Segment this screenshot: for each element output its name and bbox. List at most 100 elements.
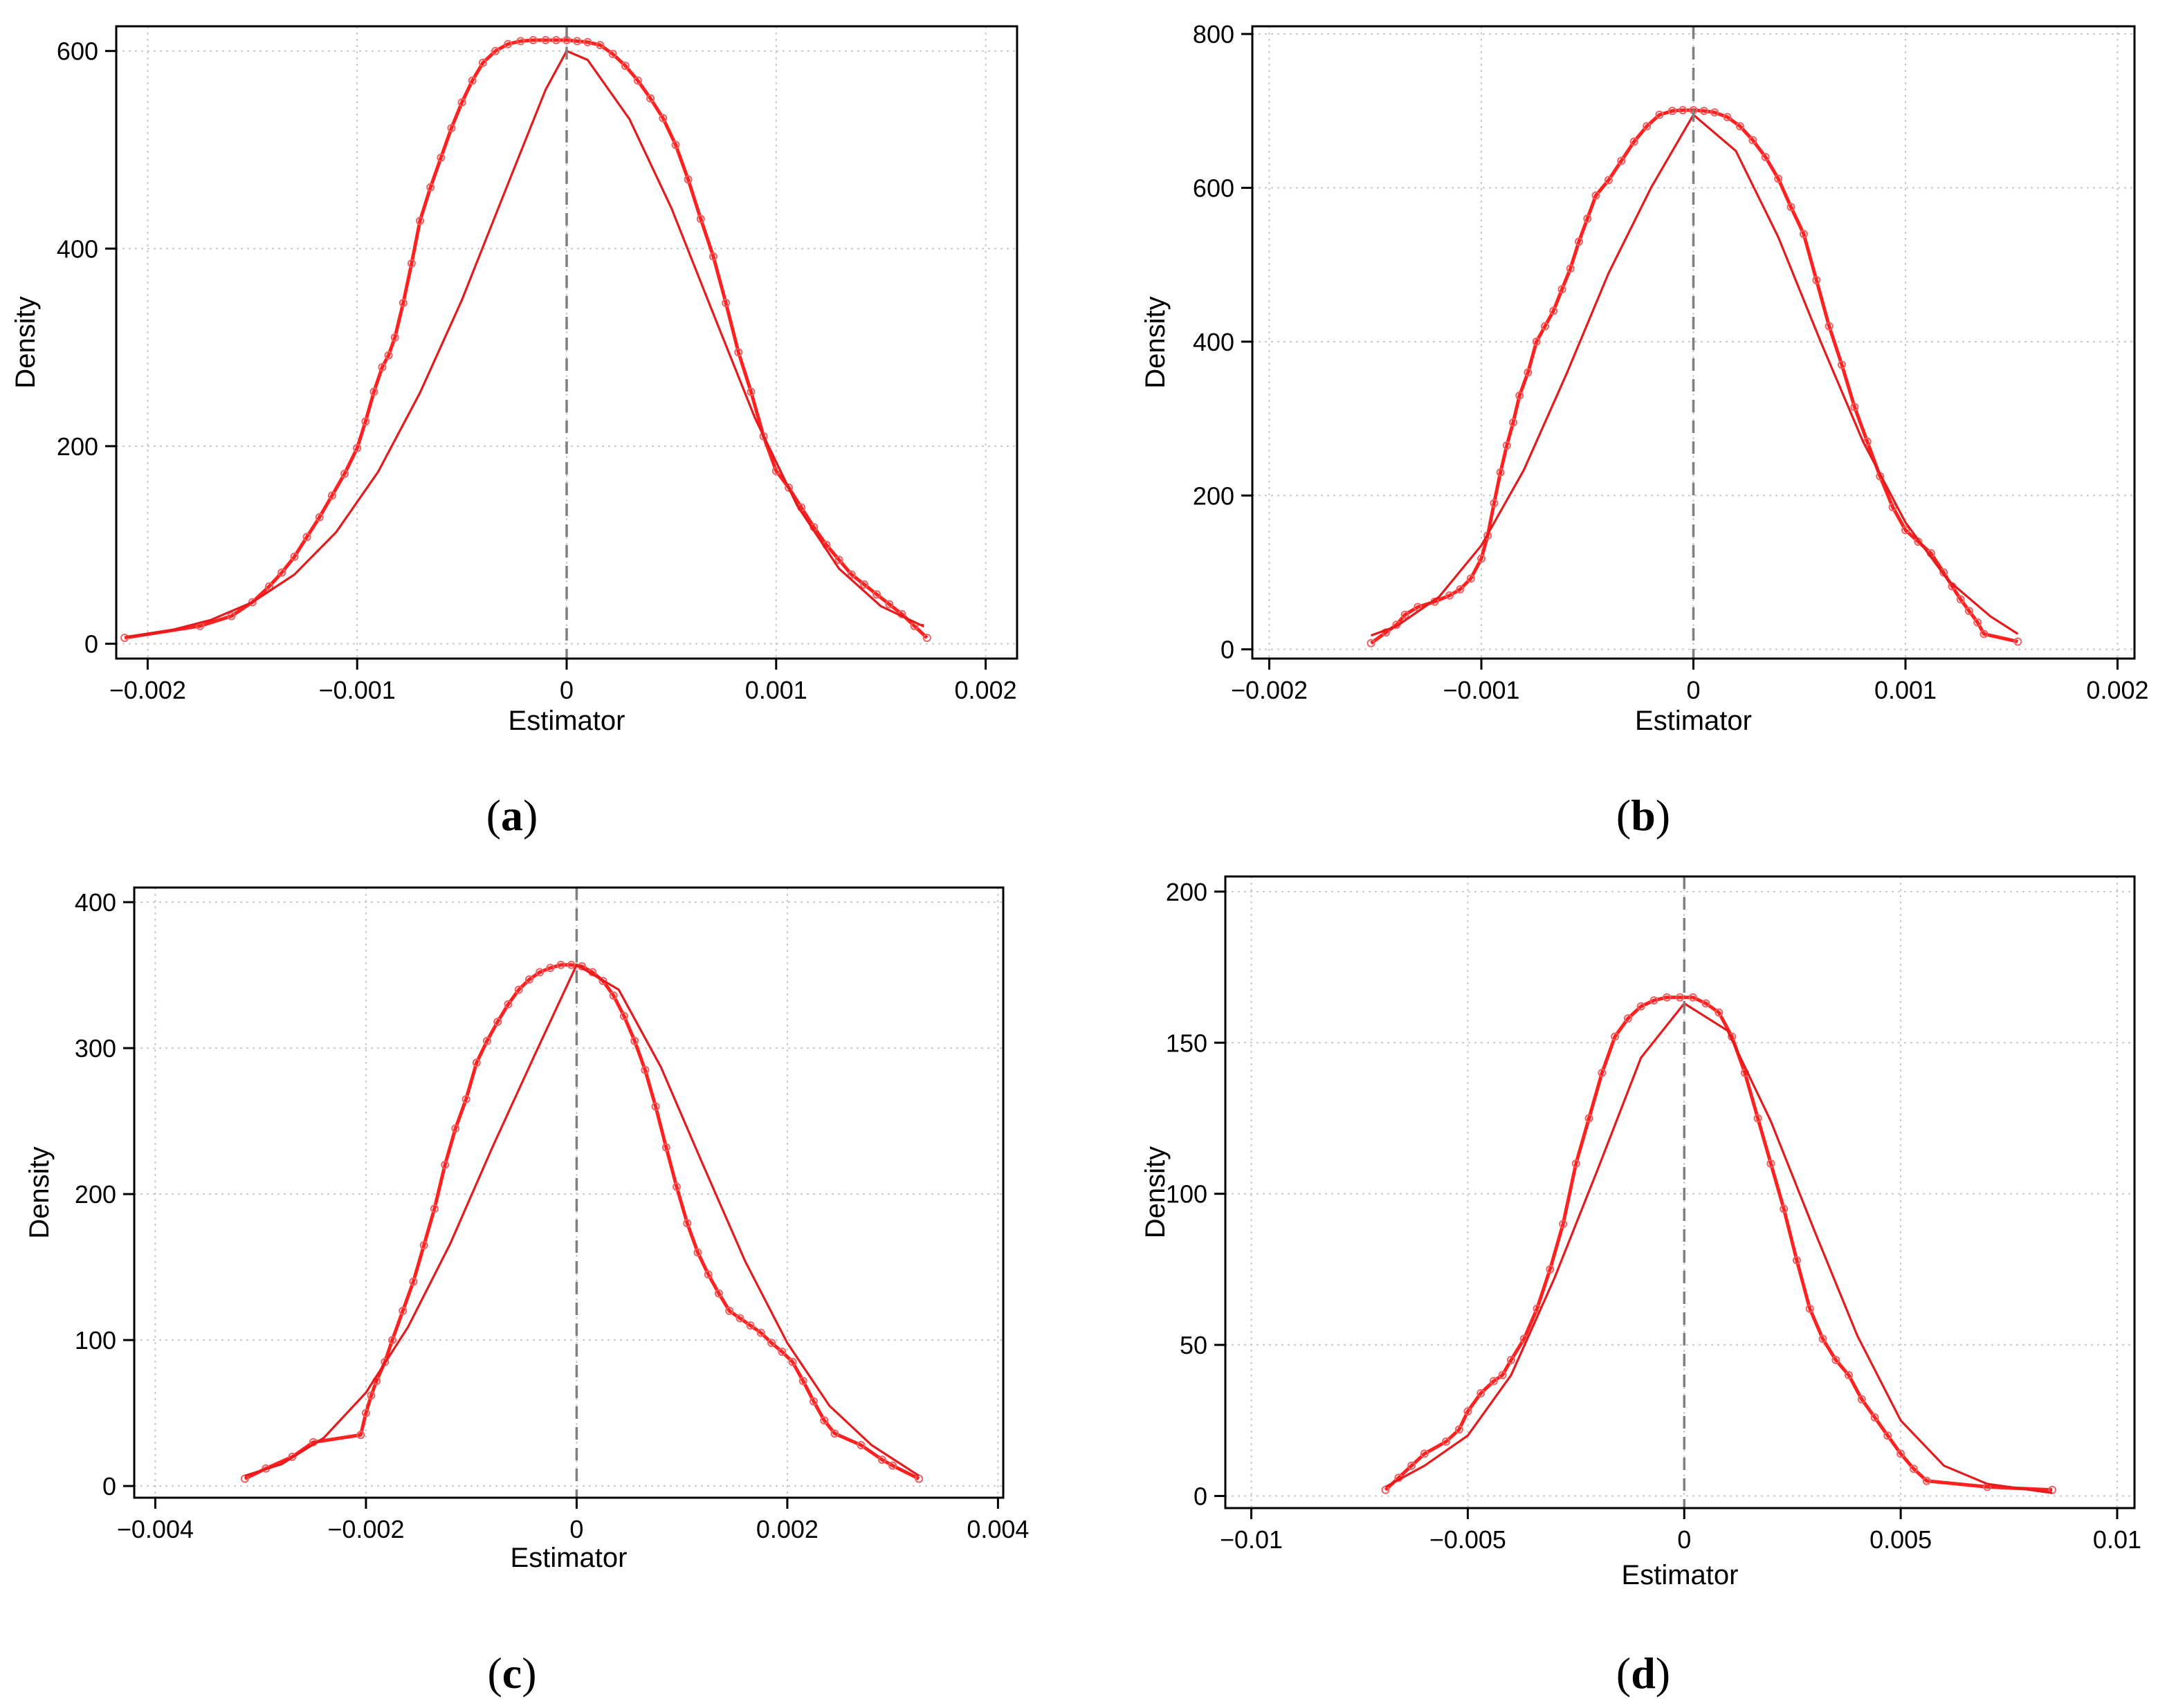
panel-c-y-tick-label: 300 [75,1034,116,1063]
panel-b-y-tick-label: 200 [1193,481,1234,510]
panel-a-kde-point [227,612,236,621]
panel-d-frame [1224,875,2136,1509]
panel-a-kde-point [277,568,286,577]
panel-d-kde-point [1715,1008,1724,1017]
panel-a-kde-point [885,600,894,609]
panel-a-kde-point [478,58,487,67]
panel-d-kde-point [1922,1476,1931,1485]
panel-d-x-tick-label: −0.005 [1429,1525,1506,1554]
panel-c-kde-point [693,1248,702,1257]
panel-d-kde-point [1845,1370,1853,1379]
panel-c-kde-point [536,968,545,977]
panel-b-x-tick-label: 0.002 [2086,676,2148,704]
panel-c-kde-point [472,1058,481,1067]
panel-c-kde-point [673,1182,681,1191]
panel-d-caption-letter: d [1631,1649,1656,1698]
panel-a-y-tick-label: 200 [57,432,98,461]
panel-c-kde-point [609,991,618,1000]
panel-a-kde-point [551,36,560,44]
panel-b-axes: −0.002 −0.001 0 0.001 0.002 0 200 400 600 800 [1193,20,2149,704]
panel-c-y-tick-label: 0 [102,1472,116,1500]
panel-b-kde-point [1456,585,1465,594]
panel-a-kde-point [633,76,642,85]
panel-a-x-tick-label: −0.002 [109,676,186,704]
panel-d-kde-point [1442,1437,1451,1446]
panel-a-caption: (a) [486,791,538,840]
panel-c-kde-point [756,1328,765,1337]
panel-a-kde-point [922,634,931,642]
panel-d-x-tick-label: 0.005 [1869,1525,1932,1554]
panel-b-kde-point [1400,610,1409,619]
panel-b-kde-point [1679,106,1688,115]
panel-d-kde-point [1420,1449,1429,1458]
panel-a-kde-point [684,175,693,184]
panel-d-kde-point [1780,1204,1789,1213]
panel-a-kde-point [491,46,500,55]
panel-b-kde-point [1515,391,1524,400]
panel-a-kde-point [722,298,731,307]
panel-b-kde-point [2013,637,2022,646]
panel-b-kde-line [1370,108,2018,645]
panel-b-kde-point [1735,122,1744,131]
panel-d-y-tick-label: 200 [1166,878,1207,906]
panel-d-grid [1225,876,2134,1508]
panel-d-y-tick-label: 0 [1194,1482,1207,1511]
panel-a-x-tick-label: 0.002 [955,676,1017,704]
panel-d-kde-point [1805,1304,1814,1313]
panel-d-kde-point [1598,1068,1607,1077]
panel-b-kde-point [1956,595,1965,604]
panel-c-kde-point [598,977,607,985]
panel-a-kde-point [529,36,538,44]
panel-b-kde-point [1541,322,1549,331]
panel-c-kde-point [810,1397,818,1406]
panel-b-kde-point [1445,591,1454,600]
panel-b-caption-letter: b [1631,791,1656,840]
panel-d-kde-point [1476,1389,1485,1397]
panel-d-kde-point [1623,1014,1632,1023]
panel-d-caption: (d) [1616,1649,1670,1698]
panel-c-x-tick-label: 0.004 [967,1515,1029,1543]
panel-c-kde-point [361,1408,370,1417]
panel-d-kde-point [1546,1265,1555,1274]
panel-b-kde-point [1629,137,1638,146]
panel-a-kde-point [353,443,362,452]
panel-a-kde-point [834,555,843,564]
panel-b-kde-point [1799,230,1808,239]
panel-c-kde-point [630,1036,639,1045]
panel-a-kde-point [621,62,630,71]
panel-c-kde-point [546,964,555,973]
panel-c-grid [134,888,1003,1498]
panel-b-kde-point [1532,337,1541,346]
panel-a-kde-point [457,98,466,107]
panel-c-x-tick-label: 0.002 [756,1515,819,1543]
panel-a-kde-point [378,362,387,371]
panel-a-kde-point [596,41,605,50]
panel-b-kde-point [1973,618,1982,627]
panel-a-kde-point [583,37,592,46]
panel-d-kde-point [1663,993,1672,1002]
panel-d-axes: −0.01 −0.005 0 0.005 0.01 0 50 100 150 200 [1166,878,2141,1554]
panel-c-kde-point [493,1018,502,1027]
panel-d-kde-point [1676,993,1684,1002]
panel-b-kde-point [1748,136,1757,145]
panel-a-kde-point [872,590,881,599]
panel-a-x-tick-label: −0.001 [319,676,396,704]
panel-a-kde-point [608,50,617,58]
panel-a-kde-point [734,348,743,357]
panel-a-kde-point [785,483,793,492]
panel-d-kde-point [1454,1425,1463,1434]
panel-b-kde-point [1964,607,1973,616]
panel-b-kde-point [1524,368,1533,377]
panel-d-kde-point [1870,1413,1879,1422]
panel-c-kde-point [888,1461,897,1470]
panel-c-kde-point [661,1143,670,1152]
panel-c-kde-point [288,1452,297,1461]
panel-c-kde-point [419,1241,428,1249]
panel-c-kde-point [857,1441,866,1449]
panel-b-kde-point [1774,174,1783,183]
panel-d-kde-point [1831,1355,1840,1364]
panel-b-kde-point [1466,574,1475,583]
panel-b-kde-point [1850,403,1859,412]
panel-a-x-axis-label: Estimator [509,706,625,736]
panel-b-kde-point [1477,554,1485,563]
